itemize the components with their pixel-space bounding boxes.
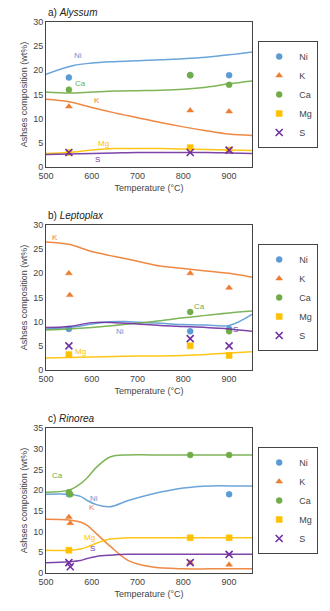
svg-text:10: 10 xyxy=(33,317,43,327)
svg-text:Mg: Mg xyxy=(75,347,86,356)
svg-text:900: 900 xyxy=(222,577,237,587)
svg-text:Mg: Mg xyxy=(84,533,95,542)
svg-text:10: 10 xyxy=(33,114,43,124)
svg-text:Mg: Mg xyxy=(299,515,312,525)
svg-text:900: 900 xyxy=(222,374,237,384)
svg-text:30: 30 xyxy=(33,444,43,454)
svg-text:20: 20 xyxy=(33,268,43,278)
svg-text:Mg: Mg xyxy=(98,139,109,148)
svg-text:K: K xyxy=(299,274,305,284)
svg-text:25: 25 xyxy=(33,465,43,475)
svg-text:S: S xyxy=(299,331,305,341)
svg-text:25: 25 xyxy=(33,41,43,51)
svg-text:10: 10 xyxy=(33,527,43,537)
svg-text:Ni: Ni xyxy=(116,327,124,336)
svg-text:Temperature (°C): Temperature (°C) xyxy=(114,386,183,396)
svg-text:Ca: Ca xyxy=(299,293,311,303)
svg-text:Ca: Ca xyxy=(75,79,86,88)
svg-text:Temperature (°C): Temperature (°C) xyxy=(114,183,183,193)
svg-text:0: 0 xyxy=(38,162,43,172)
svg-text:K: K xyxy=(52,233,58,242)
svg-text:35: 35 xyxy=(33,423,43,433)
svg-text:S: S xyxy=(90,544,95,553)
svg-text:K: K xyxy=(89,503,95,512)
svg-text:Ni: Ni xyxy=(90,494,98,503)
svg-text:c) Rinorea: c) Rinorea xyxy=(48,413,95,424)
svg-text:5: 5 xyxy=(38,138,43,148)
svg-text:0: 0 xyxy=(38,568,43,578)
svg-text:Ni: Ni xyxy=(299,52,308,62)
svg-text:Ca: Ca xyxy=(194,302,205,311)
svg-text:Ashses composition (wt%): Ashses composition (wt%) xyxy=(19,245,29,351)
svg-text:Temperature (°C): Temperature (°C) xyxy=(114,589,183,599)
svg-text:25: 25 xyxy=(33,244,43,254)
svg-text:800: 800 xyxy=(176,374,191,384)
svg-text:900: 900 xyxy=(222,171,237,181)
svg-text:K: K xyxy=(299,477,305,487)
svg-text:S: S xyxy=(233,325,238,334)
svg-text:K: K xyxy=(299,71,305,81)
svg-text:700: 700 xyxy=(130,374,145,384)
svg-text:800: 800 xyxy=(176,171,191,181)
svg-text:S: S xyxy=(299,128,305,138)
svg-text:15: 15 xyxy=(33,506,43,516)
svg-text:Ni: Ni xyxy=(74,51,82,60)
svg-text:5: 5 xyxy=(38,341,43,351)
svg-text:Ni: Ni xyxy=(299,255,308,265)
svg-text:Ca: Ca xyxy=(299,496,311,506)
svg-text:Mg: Mg xyxy=(299,109,312,119)
svg-text:S: S xyxy=(95,155,100,164)
svg-text:15: 15 xyxy=(33,90,43,100)
svg-text:30: 30 xyxy=(33,220,43,230)
svg-text:700: 700 xyxy=(130,577,145,587)
svg-text:600: 600 xyxy=(84,577,99,587)
svg-text:Ca: Ca xyxy=(52,471,63,480)
svg-text:Mg: Mg xyxy=(299,312,312,322)
svg-text:K: K xyxy=(94,96,100,105)
svg-text:700: 700 xyxy=(130,171,145,181)
svg-text:600: 600 xyxy=(84,171,99,181)
svg-text:30: 30 xyxy=(33,17,43,27)
svg-text:15: 15 xyxy=(33,293,43,303)
svg-text:Ashses composition (wt%): Ashses composition (wt%) xyxy=(19,42,29,148)
svg-text:500: 500 xyxy=(38,577,53,587)
svg-text:20: 20 xyxy=(33,485,43,495)
svg-text:Ca: Ca xyxy=(299,90,311,100)
svg-text:Ni: Ni xyxy=(299,458,308,468)
svg-text:20: 20 xyxy=(33,65,43,75)
svg-text:b) Leptoplax: b) Leptoplax xyxy=(48,210,104,221)
svg-text:500: 500 xyxy=(38,374,53,384)
svg-text:600: 600 xyxy=(84,374,99,384)
svg-text:0: 0 xyxy=(38,365,43,375)
svg-text:a) Alyssum: a) Alyssum xyxy=(48,7,97,18)
svg-text:500: 500 xyxy=(38,171,53,181)
svg-text:Ashses composition (wt%): Ashses composition (wt%) xyxy=(19,448,29,554)
svg-text:S: S xyxy=(299,534,305,544)
svg-text:800: 800 xyxy=(176,577,191,587)
svg-text:5: 5 xyxy=(38,547,43,557)
